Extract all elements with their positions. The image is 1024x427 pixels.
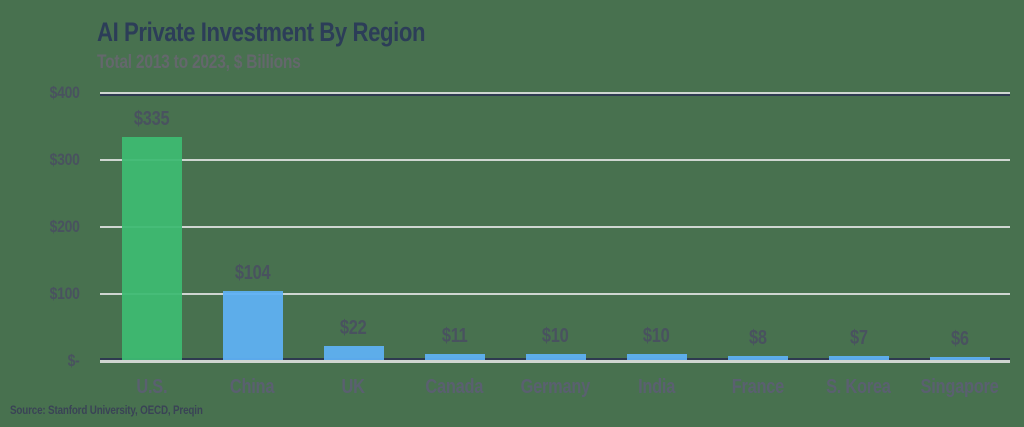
bar-canada bbox=[424, 353, 485, 360]
x-tick-label: Singapore bbox=[920, 376, 999, 398]
bar-singapore bbox=[929, 356, 990, 360]
x-tick-label: UK bbox=[341, 376, 366, 398]
bar-france bbox=[727, 355, 788, 360]
x-tick-label: France bbox=[731, 376, 784, 398]
chart-subtitle-text: Total 2013 to 2023, $ Billions bbox=[97, 52, 301, 73]
bar-s-korea bbox=[828, 356, 889, 360]
gridline-zero bbox=[100, 359, 1010, 363]
x-tick-label: India bbox=[637, 376, 676, 398]
y-tick-label: $100 bbox=[49, 284, 80, 303]
y-tick-label: $300 bbox=[49, 150, 80, 169]
y-tick-label: $- bbox=[68, 351, 80, 370]
bar-value-label: $6 bbox=[950, 327, 969, 350]
source-note-text: Source: Stanford University, OECD, Preqi… bbox=[10, 403, 203, 417]
bar-value-label: $8 bbox=[748, 326, 767, 349]
chart-subtitle: Total 2013 to 2023, $ Billions bbox=[97, 51, 345, 75]
bar-value-label: $11 bbox=[441, 324, 468, 347]
x-tick-label: U.S. bbox=[136, 376, 167, 398]
y-tick-label: $200 bbox=[49, 217, 80, 236]
gridline-top-edge bbox=[100, 94, 1010, 96]
bar-value-label: $10 bbox=[643, 325, 670, 348]
chart-title-text: AI Private Investment By Region bbox=[97, 17, 426, 47]
gridline-400 bbox=[100, 92, 1010, 94]
bar-value-label: $7 bbox=[849, 327, 868, 350]
gridline-100 bbox=[100, 293, 1010, 295]
bar-value-label: $335 bbox=[133, 107, 170, 130]
x-tick-label: Canada bbox=[425, 376, 484, 398]
x-tick-label: S. Korea bbox=[826, 376, 891, 398]
x-tick-label: China bbox=[230, 376, 275, 398]
bar-value-label: $10 bbox=[542, 325, 569, 348]
bar-u-s- bbox=[121, 136, 182, 360]
gridline-200 bbox=[100, 226, 1010, 228]
bar-germany bbox=[525, 354, 586, 360]
bar-value-label: $22 bbox=[340, 317, 367, 340]
y-tick-label: $400 bbox=[49, 83, 80, 102]
chart-title: AI Private Investment By Region bbox=[97, 16, 497, 48]
bar-india bbox=[626, 354, 687, 360]
gridline-300 bbox=[100, 159, 1010, 161]
bar-value-label: $104 bbox=[234, 262, 271, 285]
source-note: Source: Stanford University, OECD, Preqi… bbox=[10, 402, 245, 418]
bar-uk bbox=[323, 346, 384, 360]
x-tick-label: Germany bbox=[520, 376, 591, 398]
bar-china bbox=[222, 291, 283, 360]
